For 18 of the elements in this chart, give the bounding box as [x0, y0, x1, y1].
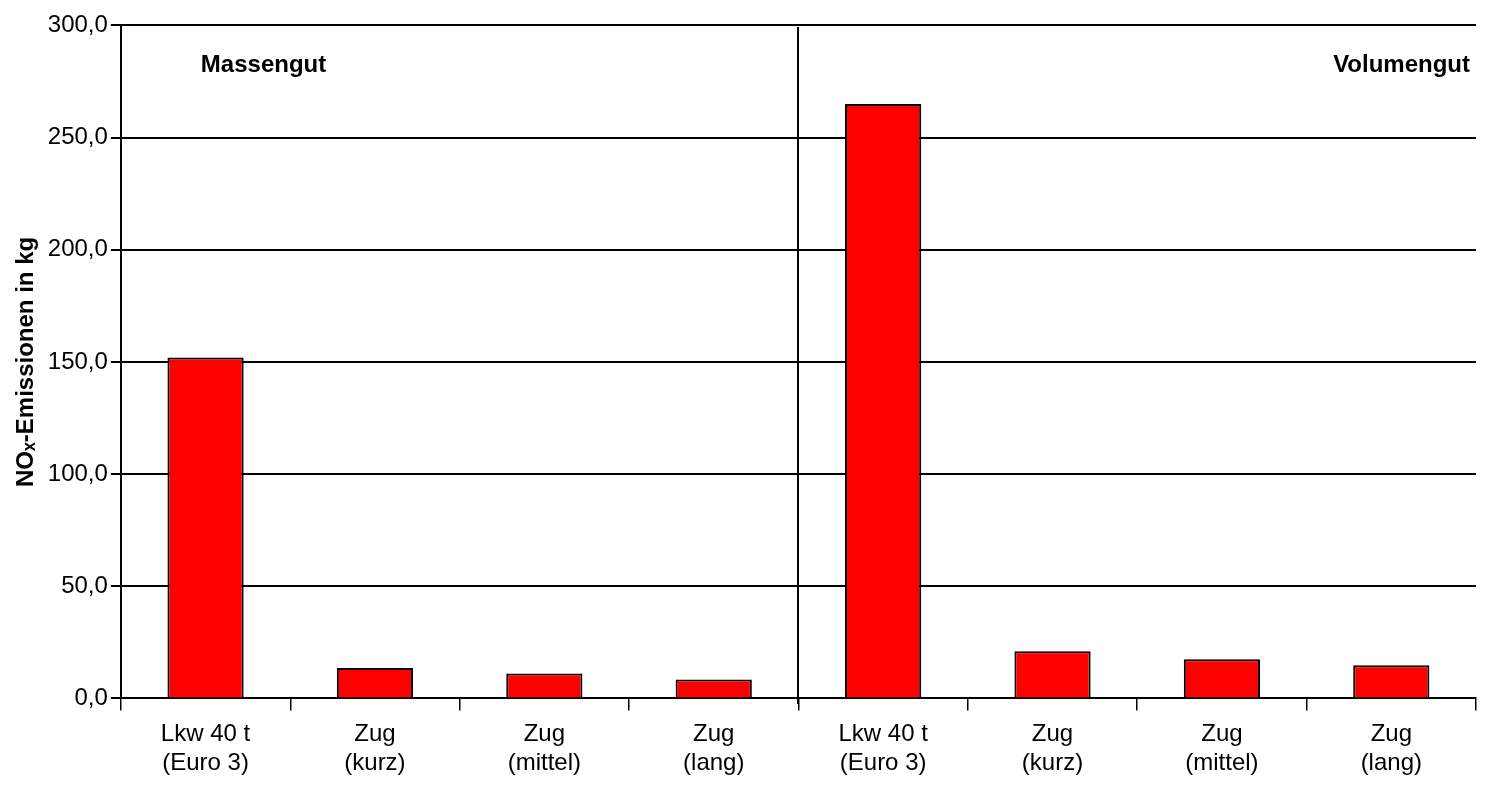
y-tick-label: 250,0: [47, 122, 108, 150]
x-tick-label: Zug (lang): [1360, 719, 1422, 776]
y-tick-label: 200,0: [47, 234, 108, 262]
x-tick-label: Zug (kurz): [344, 719, 406, 776]
y-tick-label: 0,0: [74, 683, 108, 711]
y-tick-label: 150,0: [47, 346, 108, 374]
x-tick-label: Zug (lang): [683, 719, 745, 776]
x-tick-label: Zug (kurz): [1021, 719, 1084, 776]
y-tick-label: 100,0: [47, 458, 108, 486]
x-tick-label: Zug (mittel): [1185, 719, 1259, 776]
y-tick-label: 300,0: [47, 10, 108, 38]
y-tick-label: 50,0: [61, 570, 108, 598]
annotation: Massengut: [200, 50, 327, 78]
x-tick-label: Lkw 40 t (Euro 3): [160, 719, 251, 776]
y-axis-title: NOₓ-Emissionen in kg: [11, 236, 39, 487]
x-tick-label: Lkw 40 t (Euro 3): [838, 719, 929, 776]
x-tick-label: Zug (mittel): [507, 719, 581, 776]
annotation: Volumengut: [1333, 50, 1471, 78]
